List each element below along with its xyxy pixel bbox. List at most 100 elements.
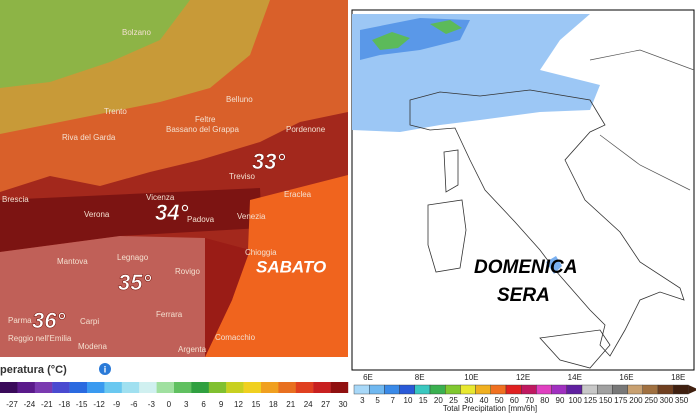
city: Trento xyxy=(104,107,127,116)
city: Carpi xyxy=(80,317,99,326)
colorbar-tick-label: 20 xyxy=(434,396,443,405)
day-label: SERA xyxy=(497,285,550,306)
city: Feltre xyxy=(195,115,216,124)
city: Rovigo xyxy=(175,267,200,276)
colorbar-swatch xyxy=(642,384,659,395)
longitude-label: 10E xyxy=(464,373,478,382)
colorbar-swatch xyxy=(384,384,400,395)
colorbar-swatch xyxy=(174,382,192,393)
colorbar-swatch xyxy=(460,384,476,395)
colorbar-tick-label: 24 xyxy=(304,400,313,409)
city: Parma xyxy=(8,316,32,325)
city: Bassano del Grappa xyxy=(166,125,239,134)
colorbar-tick-label: 18 xyxy=(269,400,278,409)
colorbar-swatch xyxy=(551,384,567,395)
colorbar-tick-label: 12 xyxy=(234,400,243,409)
colorbar-tick-label: 150 xyxy=(599,396,613,405)
colorbar-swatch xyxy=(104,382,122,393)
colorbar-swatch xyxy=(295,382,314,393)
colorbar-swatch xyxy=(429,384,446,395)
city: Belluno xyxy=(226,95,253,104)
colorbar-tick-label: 90 xyxy=(556,396,565,405)
city: Comacchio xyxy=(215,333,256,342)
city: Padova xyxy=(187,215,215,224)
colorbar-swatch xyxy=(581,384,598,395)
colorbar-tick-label: 30 xyxy=(464,396,473,405)
colorbar-tick-label: -18 xyxy=(58,400,70,409)
city: Ferrara xyxy=(156,310,183,319)
colorbar-swatch xyxy=(261,382,279,393)
colorbar-swatch xyxy=(191,382,209,393)
colorbar-tick-label: 3 xyxy=(360,396,365,405)
colorbar-swatch xyxy=(330,382,349,393)
colorbar-tick-label: 9 xyxy=(219,400,224,409)
city: Brescia xyxy=(2,195,29,204)
colorbar-tick-label: 5 xyxy=(375,396,380,405)
colorbar-tick-label: 25 xyxy=(449,396,458,405)
colorbar-tick-label: 27 xyxy=(321,400,330,409)
longitude-label: 6E xyxy=(363,373,373,382)
colorbar-tick-label: -9 xyxy=(113,400,121,409)
colorbar-swatch xyxy=(597,384,613,395)
colorbar-tick-label: -12 xyxy=(93,400,105,409)
longitude-label: 12E xyxy=(516,373,530,382)
colorbar-tick-label: -15 xyxy=(76,400,88,409)
city: Argenta xyxy=(178,345,207,354)
colorbar-swatch xyxy=(612,384,628,395)
longitude-label: 14E xyxy=(568,373,582,382)
colorbar-swatch xyxy=(17,382,35,393)
colorbar-swatch xyxy=(139,382,157,393)
colorbar-tick-label: 6 xyxy=(201,400,206,409)
colorbar-swatch xyxy=(121,382,140,393)
temperature-colorbar: -27 -24 -21 -18 -15 -12 -9 -6 -3 0 3 6 9 12 15 18 21 24 27… xyxy=(0,382,349,409)
longitude-label: 18E xyxy=(671,373,685,382)
colorbar-tick-label: 350 xyxy=(675,396,689,405)
colorbar-swatch xyxy=(369,384,385,395)
colorbar-tick-label: -21 xyxy=(41,400,53,409)
colorbar-arrow xyxy=(688,385,696,394)
legend-title: peratura (°C) xyxy=(0,364,67,376)
city: Modena xyxy=(78,342,107,351)
colorbar-tick-label: 15 xyxy=(251,400,260,409)
city: Reggio nell'Emilia xyxy=(8,334,72,343)
colorbar-tick-label: 40 xyxy=(480,396,489,405)
colorbar-tick-label: 3 xyxy=(184,400,189,409)
colorbar-swatch xyxy=(445,384,461,395)
colorbar-tick-label: 0 xyxy=(167,400,172,409)
colorbar-swatch xyxy=(490,384,507,395)
colorbar-swatch xyxy=(52,382,70,393)
colorbar-swatch xyxy=(627,384,643,395)
colorbar-tick-label: 60 xyxy=(510,396,519,405)
colorbar-swatch xyxy=(278,382,296,393)
colorbar-swatch xyxy=(353,384,370,395)
colorbar-tick-label: 50 xyxy=(495,396,504,405)
colorbar-tick-label: 300 xyxy=(660,396,674,405)
info-icon[interactable] xyxy=(99,363,111,375)
precipitation-map xyxy=(350,0,696,371)
city: Legnago xyxy=(117,253,149,262)
city-labels: Bolzano Trento Belluno Feltre Pordenone … xyxy=(2,28,326,354)
city: Verona xyxy=(84,210,110,219)
city: Mantova xyxy=(57,257,88,266)
longitude-label: 16E xyxy=(619,373,633,382)
colorbar-swatch xyxy=(34,382,53,393)
city: Treviso xyxy=(229,172,255,181)
colorbar-swatch xyxy=(313,382,331,393)
colorbar-tick-label: 125 xyxy=(584,396,598,405)
city: Bolzano xyxy=(122,28,151,37)
colorbar-tick-label: -3 xyxy=(148,400,156,409)
colorbar-swatch xyxy=(475,384,492,395)
colorbar-tick-label: 100 xyxy=(568,396,582,405)
day-label: DOMENICA xyxy=(474,257,577,278)
colorbar-tick-label: -27 xyxy=(6,400,18,409)
colorbar-swatch xyxy=(414,384,431,395)
colorbar-tick-label: 10 xyxy=(404,396,413,405)
info-icon-label[interactable]: i xyxy=(104,364,107,374)
colorbar-tick-label: 15 xyxy=(419,396,428,405)
colorbar-swatch xyxy=(208,382,227,393)
colorbar-tick-label: 175 xyxy=(614,396,628,405)
colorbar-title: Total Precipitation [mm/6h] xyxy=(443,404,537,413)
city: Pordenone xyxy=(286,125,326,134)
city: Riva del Garda xyxy=(62,133,116,142)
city: Eraclea xyxy=(284,190,312,199)
